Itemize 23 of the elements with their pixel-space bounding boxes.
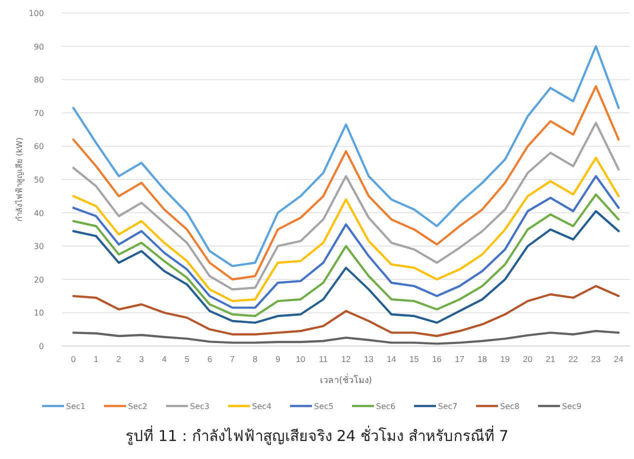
legend-label: Sec4 <box>252 402 272 411</box>
y-tick-label: 20 <box>34 275 44 284</box>
y-tick-label: 100 <box>28 9 44 18</box>
legend-label: Sec9 <box>562 402 582 411</box>
legend-label: Sec2 <box>128 402 148 411</box>
y-tick-label: 90 <box>34 42 44 52</box>
legend-label: Sec1 <box>66 402 86 411</box>
legend-label: Sec6 <box>376 402 396 411</box>
y-tick-label: 60 <box>34 142 44 152</box>
y-axis-title: กำลังไฟฟ้าสูญเสีย (kW) <box>15 137 25 222</box>
y-tick-label: 80 <box>34 76 44 85</box>
x-axis-title: เวลา(ชั่วโมง) <box>320 373 372 386</box>
y-tick-label: 0 <box>38 342 44 351</box>
legend-label: Sec7 <box>438 402 458 411</box>
legend-label: Sec8 <box>500 402 520 411</box>
y-tick-label: 40 <box>34 208 44 218</box>
y-tick-label: 30 <box>34 242 44 252</box>
legend-label: Sec5 <box>314 402 334 411</box>
legend-label: Sec3 <box>190 402 210 411</box>
y-tick-label: 70 <box>34 108 44 118</box>
y-tick-label: 50 <box>34 176 44 184</box>
text: รูปที่ 11 : กำลังไฟฟ้าสูญเสียจริง 24 ชั่วโมง สำหรับกรณีที่ 7 <box>125 425 509 445</box>
y-tick-label: 10 <box>34 308 44 318</box>
